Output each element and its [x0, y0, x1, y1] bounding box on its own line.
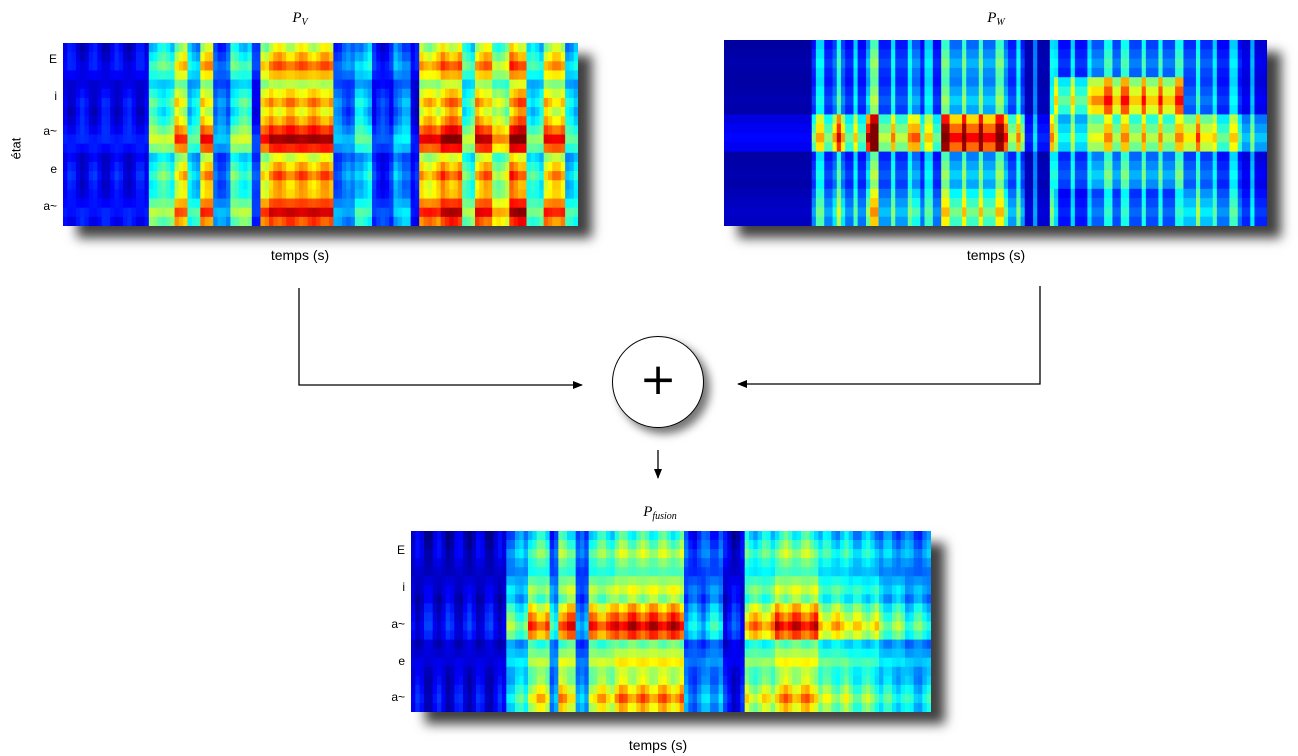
fusion-xlabel: temps (s)	[628, 737, 688, 753]
arrow-pw-to-fusion	[737, 286, 1041, 388]
pw-xlabel: temps (s)	[966, 247, 1026, 263]
pv-xlabel: temps (s)	[270, 247, 330, 263]
pw-heatmap	[724, 40, 1267, 226]
fusion-tick-label: E	[396, 543, 405, 557]
fusion-tick-label: i	[402, 580, 405, 594]
pv-tick-label: i	[54, 89, 57, 103]
arrow-pv-to-fusion	[298, 288, 583, 389]
fusion-tick-label: e	[398, 654, 405, 668]
sum-operator: +	[612, 336, 704, 428]
fusion-tick-label: a~	[391, 690, 405, 704]
pw-title: PW	[987, 10, 1005, 28]
pv-heatmap	[63, 43, 578, 226]
pv-ylabel: état	[8, 137, 24, 160]
plus-symbol: +	[639, 354, 677, 405]
fusion-tick-label: a~	[391, 617, 405, 631]
pv-tick-label: E	[48, 52, 57, 66]
pv-tick-label: e	[50, 162, 57, 176]
pv-title: PV	[292, 10, 308, 28]
fusion-title: Pfusion	[643, 504, 677, 522]
fusion-heatmap	[411, 531, 931, 712]
pv-tick-label: a~	[43, 124, 57, 138]
pv-tick-label: a~	[43, 199, 57, 213]
